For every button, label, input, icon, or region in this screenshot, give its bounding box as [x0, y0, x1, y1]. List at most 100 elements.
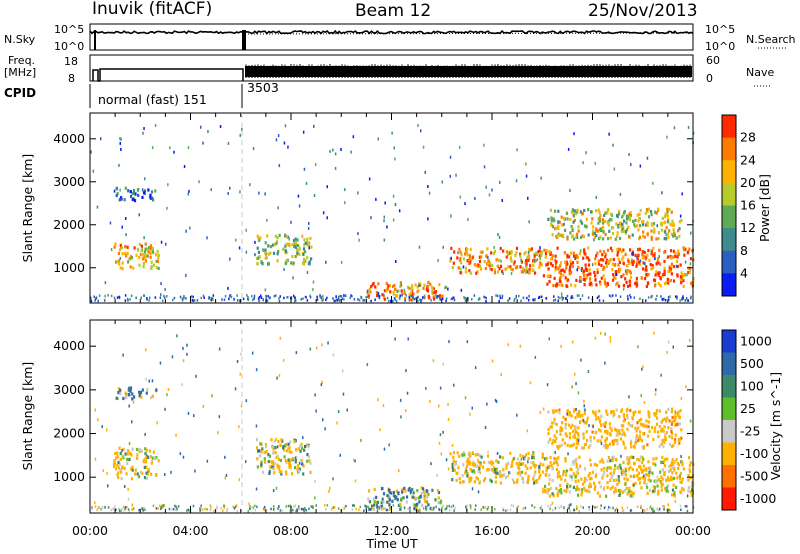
heat-cell [264, 443, 267, 447]
heat-cell [606, 459, 609, 463]
heat-cell [404, 297, 407, 301]
heat-cell [614, 438, 617, 442]
heat-cell [578, 455, 581, 459]
heat-cell [468, 462, 471, 466]
heat-cell [283, 141, 286, 145]
heat-cell [651, 471, 654, 475]
heat-cell [669, 509, 671, 512]
heat-cell [647, 425, 650, 429]
y-tick-label: 4000 [53, 338, 85, 353]
heat-cell [115, 260, 118, 264]
heat-cell [290, 261, 293, 265]
colorbar-segment [722, 160, 736, 184]
heat-cell [423, 283, 426, 287]
heat-cell [187, 192, 189, 196]
heat-cell [186, 343, 188, 347]
heat-cell [353, 504, 355, 507]
heat-cell [388, 490, 391, 494]
heat-cell [120, 470, 123, 474]
heat-cell [140, 296, 142, 300]
heat-cell [122, 505, 125, 508]
heat-cell [563, 470, 566, 474]
heat-cell [518, 461, 521, 465]
heat-cell [104, 294, 106, 298]
heat-cell [474, 197, 476, 200]
heat-cell [622, 440, 625, 444]
heat-cell [172, 507, 175, 511]
heat-cell [558, 233, 561, 237]
heat-cell [157, 256, 160, 260]
heat-cell [312, 280, 315, 284]
heat-cell [594, 257, 597, 261]
heat-cell [625, 221, 628, 225]
heat-cell [296, 467, 299, 472]
heat-cell [602, 299, 605, 302]
heat-cell [239, 372, 241, 376]
heat-cell [657, 231, 660, 235]
heat-cell [113, 189, 116, 193]
heat-cell [603, 470, 606, 474]
heat-cell [449, 174, 451, 178]
heat-cell [464, 396, 467, 400]
heat-cell [619, 192, 622, 196]
heat-cell [236, 360, 239, 363]
heat-cell [501, 456, 504, 460]
heat-cell [670, 410, 674, 414]
heat-cell [618, 209, 621, 213]
heat-cell [329, 486, 331, 490]
heat-cell [118, 446, 121, 450]
heat-cell [442, 245, 444, 249]
heat-cell [575, 438, 578, 442]
heat-cell [453, 509, 455, 512]
heat-cell [606, 444, 609, 448]
heat-cell [559, 484, 562, 488]
heat-cell [455, 478, 458, 482]
heat-cell [106, 428, 108, 432]
heat-cell [545, 263, 548, 267]
heat-cell [145, 377, 147, 381]
heat-cell [511, 460, 514, 464]
heat-cell [566, 294, 569, 298]
heat-cell [613, 167, 616, 171]
heat-cell [117, 251, 120, 255]
heat-cell [653, 227, 656, 231]
heat-cell [293, 294, 295, 298]
heat-cell [578, 509, 580, 513]
heat-cell [583, 412, 586, 416]
heat-cell [562, 296, 565, 300]
heat-cell [604, 424, 607, 428]
heat-cell [549, 251, 552, 255]
heat-cell [689, 419, 692, 423]
heat-cell [539, 462, 542, 466]
heat-cell [137, 187, 140, 192]
heat-cell [114, 451, 117, 456]
heat-cell [678, 441, 681, 445]
heat-cell [452, 261, 455, 265]
heat-cell [559, 432, 562, 436]
heat-cell [666, 475, 670, 480]
heat-cell [437, 501, 440, 505]
heat-cell [430, 506, 432, 510]
heat-cell [409, 291, 412, 295]
heat-cell [689, 262, 692, 266]
heat-cell [687, 489, 690, 493]
heat-cell [255, 487, 258, 491]
heat-cell [163, 296, 166, 299]
heat-cell [576, 208, 579, 212]
heat-cell [267, 252, 270, 256]
heat-cell [629, 408, 632, 413]
heat-cell [292, 261, 295, 265]
heat-cell [142, 262, 145, 266]
heat-cell [544, 473, 547, 477]
heat-cell [519, 265, 522, 269]
heat-cell [138, 242, 141, 246]
heat-cell [337, 410, 340, 413]
heat-cell [373, 487, 376, 491]
heat-cell [524, 464, 527, 468]
heat-cell [616, 442, 619, 446]
heat-cell [125, 254, 128, 258]
power-ylabel: Slant Range [km] [20, 154, 35, 263]
heat-cell [413, 507, 416, 511]
heat-cell [549, 425, 552, 429]
heat-cell [604, 332, 606, 336]
